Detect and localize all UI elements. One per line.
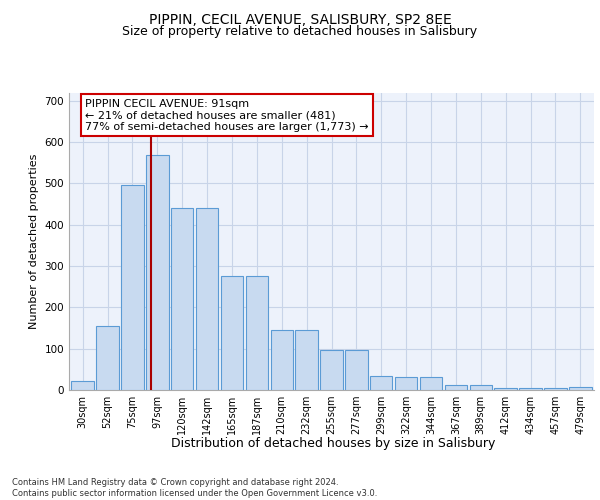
Bar [494, 388, 517, 390]
Bar [295, 330, 318, 390]
Bar [520, 388, 542, 390]
Bar [345, 350, 368, 390]
Bar [245, 276, 268, 390]
Bar [271, 330, 293, 390]
Text: PIPPIN CECIL AVENUE: 91sqm
← 21% of detached houses are smaller (481)
77% of sem: PIPPIN CECIL AVENUE: 91sqm ← 21% of deta… [85, 98, 369, 132]
Bar [370, 376, 392, 390]
Bar [420, 377, 442, 390]
Bar [569, 386, 592, 390]
Bar [97, 326, 119, 390]
Bar [146, 156, 169, 390]
Bar [320, 350, 343, 390]
Bar [196, 208, 218, 390]
Text: PIPPIN, CECIL AVENUE, SALISBURY, SP2 8EE: PIPPIN, CECIL AVENUE, SALISBURY, SP2 8EE [149, 12, 451, 26]
Bar [395, 377, 418, 390]
Bar [445, 384, 467, 390]
Bar [71, 381, 94, 390]
Bar [221, 276, 243, 390]
Text: Distribution of detached houses by size in Salisbury: Distribution of detached houses by size … [171, 438, 495, 450]
Bar [171, 208, 193, 390]
Y-axis label: Number of detached properties: Number of detached properties [29, 154, 39, 329]
Bar [470, 385, 492, 390]
Bar [544, 388, 566, 390]
Text: Size of property relative to detached houses in Salisbury: Size of property relative to detached ho… [122, 25, 478, 38]
Text: Contains HM Land Registry data © Crown copyright and database right 2024.
Contai: Contains HM Land Registry data © Crown c… [12, 478, 377, 498]
Bar [121, 184, 143, 390]
